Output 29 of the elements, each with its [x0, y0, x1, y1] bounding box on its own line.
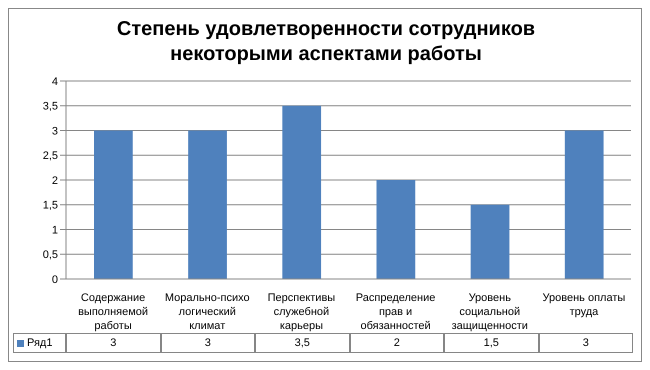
- data-label: 3: [160, 333, 255, 353]
- x-tick-label: Перспективы служебной карьеры: [268, 292, 336, 332]
- y-tick-label: 1: [52, 224, 58, 236]
- bar: [282, 106, 322, 279]
- bar: [376, 180, 416, 279]
- bar: [188, 130, 227, 279]
- y-tick-label: 2: [52, 174, 58, 187]
- y-tick-label: 1,5: [42, 200, 58, 212]
- legend-label: Ряд1: [27, 337, 52, 349]
- x-tick-label: Морально-психологический климат: [164, 292, 250, 332]
- y-tick-label: 4: [52, 76, 58, 88]
- data-label: 3: [66, 333, 160, 353]
- x-tick-label: Уровень оплаты труда: [542, 292, 626, 318]
- bar: [470, 204, 510, 279]
- bar: [94, 130, 133, 279]
- data-label: 1,5: [444, 333, 538, 353]
- data-label: 3: [538, 333, 633, 353]
- data-label: 2: [350, 333, 444, 353]
- y-tick-label: 2,5: [42, 150, 58, 162]
- y-tick-label: 3,5: [42, 100, 58, 113]
- y-tick-label: 0: [52, 274, 58, 286]
- x-tick-label: Содержание выполняемой работы: [78, 292, 148, 332]
- chart-title: Степень удовлетворенности сотрудников некоторыми аспектами работы: [116, 17, 536, 67]
- x-tick-label: Распределение прав и обязанностей: [356, 292, 436, 332]
- x-tick-label: Уровень социальной защищенности: [452, 292, 528, 332]
- data-label: 3,5: [255, 333, 350, 353]
- y-tick-label: 3: [52, 125, 58, 138]
- y-tick-label: 0,5: [42, 249, 58, 262]
- bar: [564, 130, 604, 279]
